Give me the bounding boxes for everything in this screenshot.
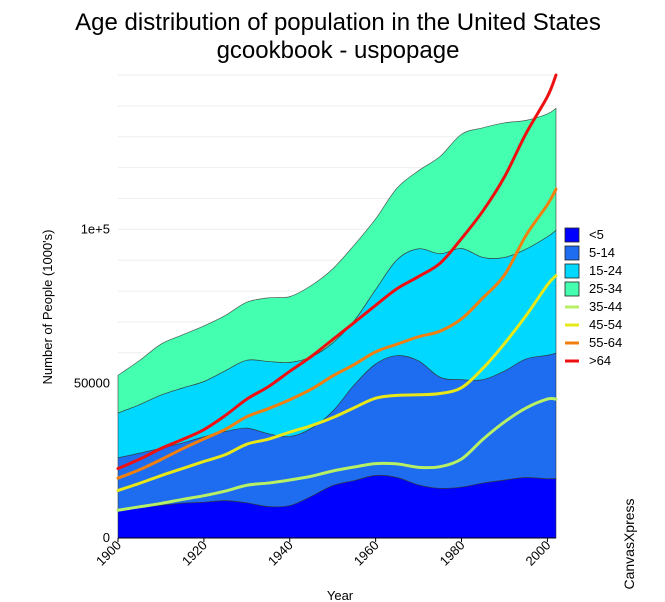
legend: <5 5-14 15-24 25-34 35-44 45-54 55-64 >64	[564, 227, 622, 368]
line-1	[116, 274, 558, 492]
x-tick-label: 2000	[522, 538, 553, 569]
legend-label: 15-24	[589, 263, 622, 278]
area-series-group	[117, 107, 557, 539]
line-0	[116, 396, 558, 512]
legend-label: >64	[589, 353, 611, 368]
legend-label: 45-54	[589, 317, 622, 332]
y-axis-label: Number of People (1000's)	[40, 230, 55, 385]
legend-label: 5-14	[589, 245, 615, 260]
x-tick-label: 1940	[265, 538, 296, 569]
x-axis-label: Year	[327, 588, 354, 602]
line-3	[116, 73, 558, 471]
line-2	[116, 187, 558, 480]
legend-label: 25-34	[589, 281, 622, 296]
y-tick-label: 50000	[74, 376, 110, 391]
legend-swatch	[564, 245, 580, 261]
y-tick-label: 0	[103, 530, 110, 545]
x-tick-label: 1980	[437, 538, 468, 569]
chart-title: Age distribution of population in the Un…	[75, 9, 601, 36]
legend-label: 55-64	[589, 335, 622, 350]
area-3	[117, 107, 557, 414]
x-tick-label: 1960	[351, 538, 382, 569]
y-tick-label: 1e+5	[81, 221, 110, 236]
legend-swatch	[564, 281, 580, 297]
x-tick-label: 1920	[179, 538, 210, 569]
chart-subtitle: gcookbook - uspopage	[217, 37, 460, 64]
legend-swatch	[564, 263, 580, 279]
legend-label: <5	[589, 227, 604, 242]
legend-label: 35-44	[589, 299, 622, 314]
legend-swatch	[564, 227, 580, 243]
watermark: CanvasXpress	[621, 498, 637, 589]
line-series-group	[116, 73, 558, 512]
